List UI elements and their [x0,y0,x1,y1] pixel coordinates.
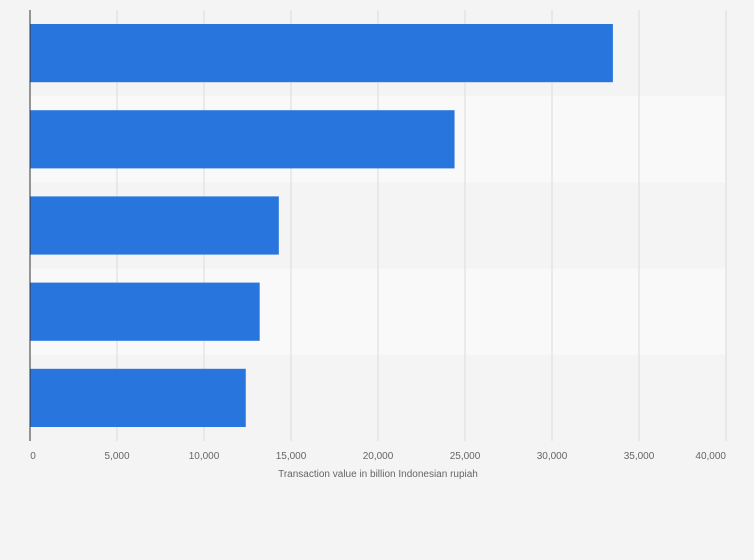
x-tick-label: 20,000 [363,451,394,462]
x-tick-label: 30,000 [537,451,568,462]
bar[interactable] [30,110,455,169]
x-tick-label: 0 [30,451,36,462]
bar[interactable] [30,196,279,255]
x-tick-labels: 0 5,000 10,000 15,000 20,000 25,000 30,000 35,0… [30,451,726,462]
x-tick-label: 5,000 [104,451,129,462]
x-tick-label: 35,000 [624,451,655,462]
bar[interactable] [30,282,260,341]
x-axis-title: Transaction value in billion Indonesian … [278,469,478,480]
x-tick-label: 10,000 [189,451,220,462]
bar[interactable] [30,24,613,83]
x-tick-label: 15,000 [276,451,307,462]
x-tick-label: 25,000 [450,451,481,462]
bars [30,24,613,427]
x-tick-label: 40,000 [695,451,726,462]
bar[interactable] [30,368,246,427]
